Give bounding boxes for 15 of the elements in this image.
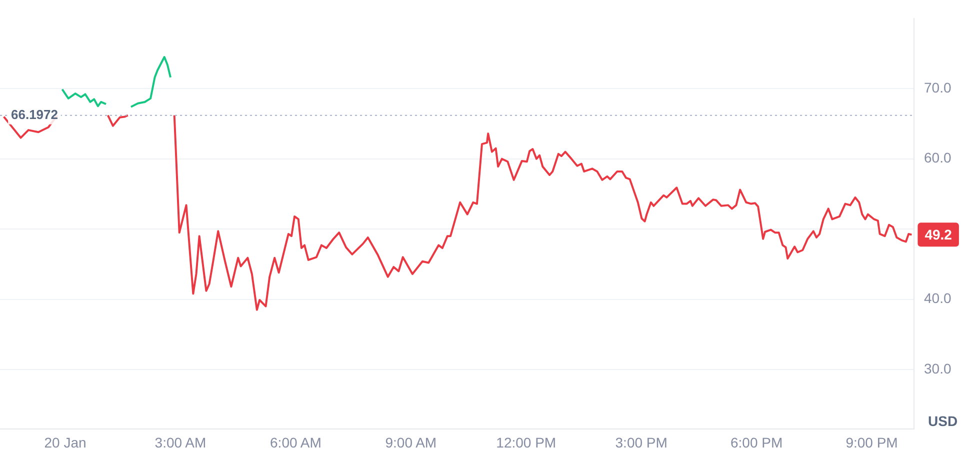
annotation: 49.2 (924, 226, 952, 243)
x-tick-label: 9:00 PM (846, 434, 898, 450)
y-tick-label: 70.0 (924, 79, 952, 96)
x-tick-label: 3:00 AM (154, 434, 206, 450)
x-tick-label: 3:00 PM (615, 434, 668, 450)
y-tick-label: 40.0 (924, 290, 952, 306)
x-tick-label: 9:00 AM (385, 434, 437, 450)
y-axis-title: USD (928, 413, 958, 430)
ref-line-label: 66.1972 (11, 106, 58, 122)
x-tick-label: 6:00 PM (730, 434, 783, 450)
x-tick-label: 12:00 PM (496, 434, 556, 450)
y-tick-label: 60.0 (924, 150, 952, 166)
x-tick-label: 20 Jan (44, 434, 86, 450)
y-tick-label: 30.0 (924, 360, 952, 376)
x-tick-label: 6:00 AM (270, 434, 322, 450)
